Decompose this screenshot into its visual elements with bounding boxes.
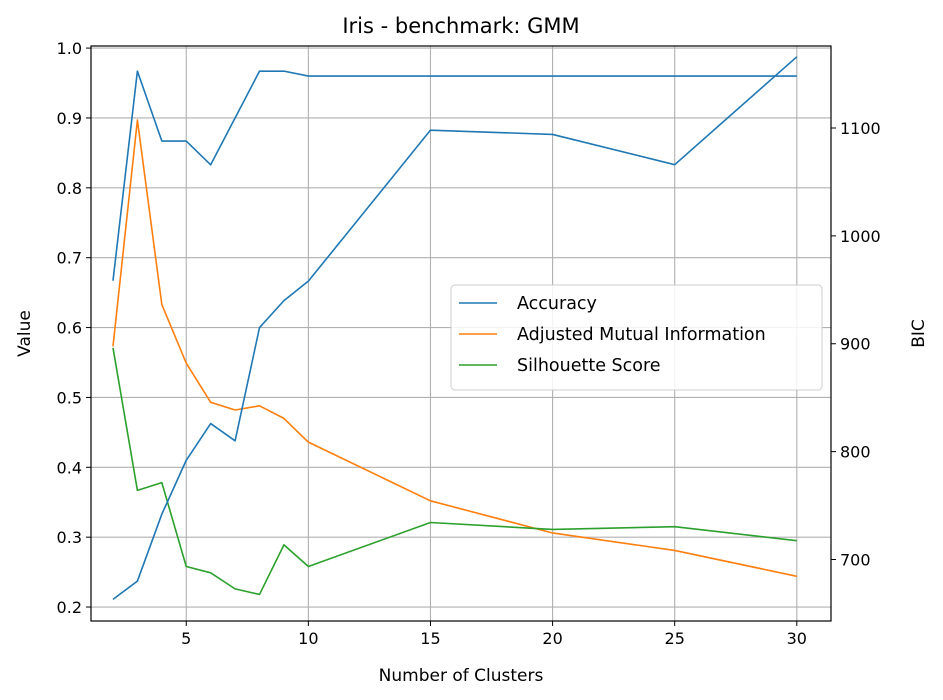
x-axis-title: Number of Clusters	[379, 666, 544, 686]
series-layer	[112, 56, 798, 601]
legend-label: Accuracy	[517, 294, 597, 314]
y-tick-label: 0.4	[57, 458, 82, 477]
y2-tick-label: 800	[840, 443, 871, 462]
y2-tick-label: 1000	[840, 227, 881, 246]
y-tick-label: 0.7	[57, 249, 82, 268]
legend-label: Silhouette Score	[517, 356, 661, 376]
plot-frame	[90, 45, 832, 622]
y-tick-label: 0.3	[57, 528, 82, 547]
y2-tick-label: 900	[840, 335, 871, 354]
y-tick-label: 0.6	[57, 319, 82, 338]
y-tick-label: 0.5	[57, 388, 82, 407]
x-tick-label: 5	[181, 629, 191, 648]
x-tick-label: 25	[665, 629, 685, 648]
series-line-bic	[112, 56, 798, 601]
x-tick-label: 30	[787, 629, 807, 648]
y2-tick-label: 1100	[840, 119, 881, 138]
x-tick-label: 15	[420, 629, 440, 648]
y-tick-label: 1.0	[57, 39, 82, 58]
legend-box	[450, 284, 823, 391]
y-tick-label: 0.2	[57, 598, 82, 617]
chart-title: Iris - benchmark: GMM	[342, 14, 579, 38]
legend: Accuracy Adjusted Mutual Information Silho…	[450, 284, 823, 391]
x-tick-label: 20	[542, 629, 562, 648]
y2-axis-title: BIC	[909, 319, 929, 348]
y-tick-label: 0.8	[57, 179, 82, 198]
x-tick-label: 10	[298, 629, 318, 648]
series-line-silhouette-score	[112, 347, 797, 596]
series-line-adjusted-mutual-information	[112, 119, 797, 578]
y-tick-label: 0.9	[57, 109, 82, 128]
y2-tick-label: 700	[840, 551, 871, 570]
y-axis-title: Value	[15, 310, 35, 357]
legend-label: Adjusted Mutual Information	[517, 325, 766, 345]
ticks-layer: 5 10 15 20 25 30 0.2 0.3 0.4 0.5 0.6 0.7 0.8 0.9 1.0 70…	[57, 39, 881, 648]
series-line-accuracy	[112, 70, 797, 281]
